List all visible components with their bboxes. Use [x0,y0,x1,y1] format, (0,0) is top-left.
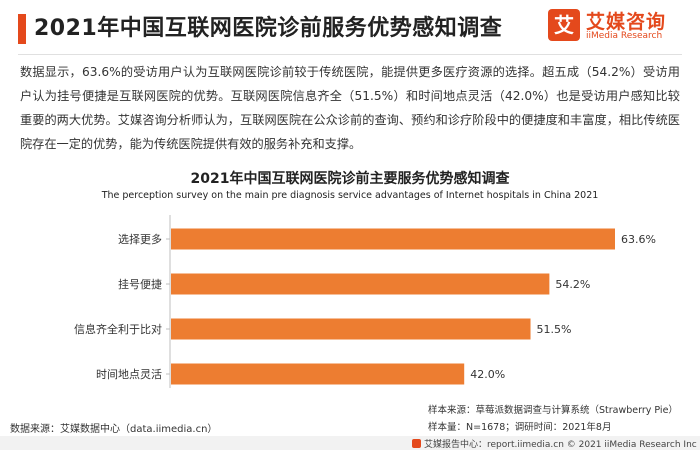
footer-bar: 艾媒报告中心：report.iimedia.cn © 2021 iiMedia … [0,436,700,450]
category-label: 时间地点灵活 [96,368,162,381]
data-source: 数据来源：艾媒数据中心（data.iimedia.cn） [10,424,218,435]
copyright-label: 艾媒报告中心：report.iimedia.cn © 2021 iiMedia … [424,440,697,450]
iimedia-logo-icon: 艾 [548,9,580,41]
category-label: 信息齐全利于比对 [74,322,162,336]
page-header: 2021年中国互联网医院诊前服务优势感知调查 艾 艾媒咨询 iiMedia Re… [0,0,700,56]
value-label: 51.5% [537,323,572,336]
sample-source: 样本来源：草莓派数据调查与计算系统（Strawberry Pie） [428,405,678,416]
chart-title: 2021年中国互联网医院诊前主要服务优势感知调查 [190,171,510,187]
brand-name-cn: 艾媒咨询 [586,11,667,33]
copyright-text: 艾媒报告中心：report.iimedia.cn © 2021 iiMedia … [412,437,697,450]
bar [171,228,615,250]
value-label: 54.2% [555,278,590,291]
brand-logo: 艾 艾媒咨询 iiMedia Research [548,9,694,49]
bar-chart: 选择更多 63.6% 挂号便捷 54.2% 信息齐全利于比对 51.5% 时间地点灵活 42.… [74,215,656,388]
bar [171,273,550,295]
value-label: 42.0% [470,368,505,381]
iimedia-small-icon [412,439,421,448]
header-divider [18,54,682,55]
chart-subtitle: The perception survey on the main pre di… [101,190,599,201]
category-label: 挂号便捷 [118,277,162,291]
summary-paragraph: 数据显示，63.6%的受访用户认为互联网医院诊前较于传统医院，能提供更多医疗资源… [20,65,680,151]
bar [171,318,531,340]
category-label: 选择更多 [118,232,162,246]
page-title: 2021年中国互联网医院诊前服务优势感知调查 [34,16,503,41]
title-accent-bar [18,14,26,44]
value-label: 63.6% [621,233,656,246]
brand-name-en: iiMedia Research [586,31,663,41]
sample-size: 样本量：N=1678；调研时间：2021年8月 [428,422,612,433]
bar [171,363,465,385]
